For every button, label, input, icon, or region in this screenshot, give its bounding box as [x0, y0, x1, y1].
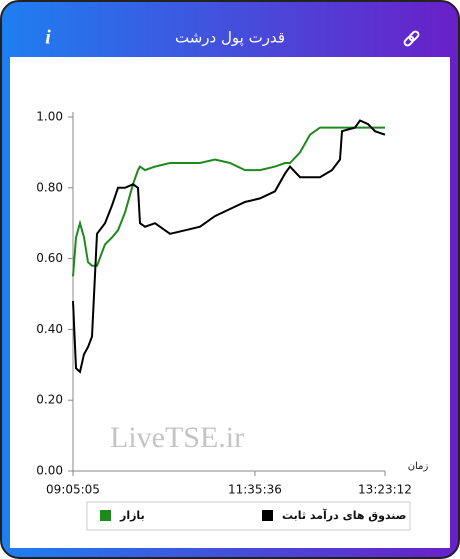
x-axis-label: زمان: [408, 461, 429, 472]
watermark: LiveTSE.ir: [110, 421, 244, 454]
x-tick-label: 11:35:36: [228, 483, 282, 497]
chart-panel: [10, 57, 450, 548]
x-tick-label: 09:05:05: [46, 483, 100, 497]
y-tick-label: 0.60: [36, 251, 63, 265]
chart-title: قدرت پول درشت: [175, 29, 285, 48]
legend: [86, 501, 411, 531]
series-line: [72, 119, 386, 374]
y-tick-label: 0.00: [36, 464, 63, 478]
series-line: [72, 126, 385, 277]
info-icon[interactable]: i: [45, 27, 51, 49]
y-tick-label: 0.40: [36, 322, 63, 336]
x-tick-label: 13:23:12: [358, 483, 412, 497]
y-tick-label: 1.00: [36, 110, 63, 124]
y-tick-label: 0.20: [36, 393, 63, 407]
legend-label: بازار: [119, 509, 145, 522]
legend-swatch: [262, 510, 273, 521]
legend-label: صندوق های درآمد ثابت: [282, 508, 406, 522]
legend-swatch: [100, 510, 111, 521]
y-tick-label: 0.80: [36, 180, 63, 194]
link-icon[interactable]: [403, 30, 420, 47]
